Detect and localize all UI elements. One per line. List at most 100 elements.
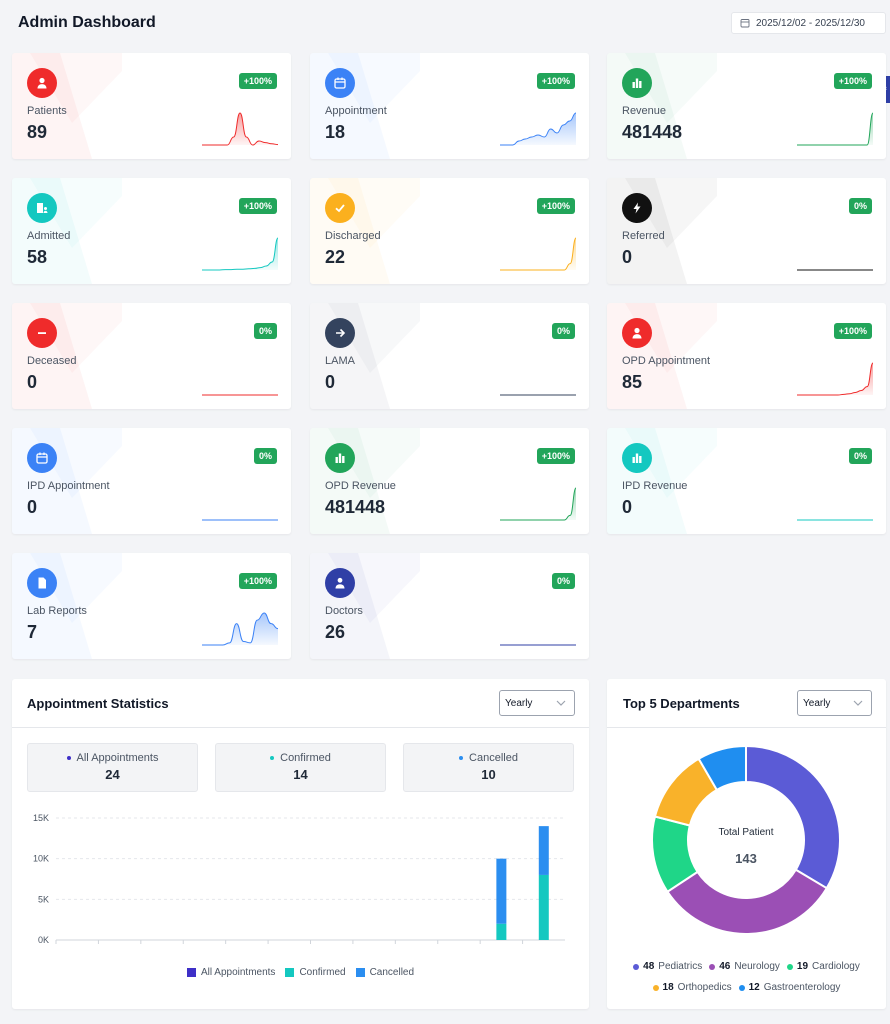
legend-count: 46 [719, 961, 731, 972]
legend-item[interactable]: All Appointments [186, 967, 275, 978]
top-bar: Admin Dashboard 2025/12/02 - 2025/12/30 [0, 0, 890, 46]
summary-confirmed: Confirmed 14 [215, 743, 386, 792]
card-label: Patients [27, 105, 67, 117]
summary-value: 14 [293, 767, 308, 782]
stat-card-appointment[interactable]: Appointment 18 +100% [310, 53, 589, 159]
departments-donut-chart [651, 745, 841, 935]
stat-card-ipd-appointment[interactable]: IPD Appointment 0 0% [12, 428, 291, 534]
legend-label: Gastroenterology [763, 982, 841, 993]
sparkline-area [202, 238, 278, 270]
appointment-filter-select[interactable]: Yearly [499, 690, 575, 716]
page-title: Admin Dashboard [18, 14, 156, 31]
legend-label: Confirmed [299, 967, 346, 978]
donut-slice-pediatrics[interactable] [745, 745, 841, 890]
top-departments-panel: Top 5 Departments Yearly Total Patient 1… [607, 679, 886, 1009]
donut-slice-neurology[interactable] [666, 868, 829, 935]
legend-count: 12 [748, 982, 760, 993]
y-tick-label: 10K [33, 854, 49, 864]
card-label: Appointment [325, 105, 387, 117]
stat-card-patients[interactable]: Patients 89 +100% [12, 53, 291, 159]
change-badge: 0% [551, 573, 575, 589]
stat-card-doctors[interactable]: Doctors 26 0% [310, 553, 589, 659]
bar-segment-confirmed[interactable] [538, 874, 549, 940]
card-value: 0 [622, 497, 633, 517]
card-value: 0 [27, 372, 38, 392]
legend-item-pediatrics[interactable]: 48 Pediatrics [633, 961, 702, 972]
legend-item[interactable]: Cancelled [355, 967, 415, 978]
stat-card-discharged[interactable]: Discharged 22 +100% [310, 178, 589, 284]
stat-card-admitted[interactable]: Admitted 58 +100% [12, 178, 291, 284]
sparkline-area [797, 113, 873, 145]
sparkline-line [797, 362, 873, 396]
summary-label: Confirmed [216, 752, 385, 764]
legend-dot [66, 756, 71, 760]
card-value: 22 [325, 247, 346, 267]
legend-dot [270, 756, 275, 760]
card-value: 0 [325, 372, 336, 392]
card-value: 0 [622, 247, 633, 267]
legend-item[interactable]: Confirmed [285, 967, 346, 978]
stat-card-opd-revenue[interactable]: OPD Revenue 481448 +100% [310, 428, 589, 534]
sparkline-line [202, 237, 278, 271]
stat-card-lama[interactable]: LAMA 0 0% [310, 303, 589, 409]
bar-chart-icon [622, 68, 652, 98]
donut-slice-gastroenterology[interactable] [697, 745, 747, 792]
stat-card-ipd-revenue[interactable]: IPD Revenue 0 0% [607, 428, 886, 534]
date-range-picker[interactable]: 2025/12/02 - 2025/12/30 [731, 12, 886, 34]
card-label: OPD Appointment [622, 355, 711, 367]
sparkline [797, 519, 873, 521]
summary-value: 24 [105, 767, 120, 782]
card-label: IPD Appointment [27, 480, 110, 492]
summary-all-appointments: All Appointments 24 [27, 743, 198, 792]
user-icon [622, 318, 652, 348]
summary-label-text: All Appointments [76, 752, 159, 764]
sparkline [202, 519, 278, 521]
donut-center-value: 143 [735, 851, 757, 866]
legend-item-neurology[interactable]: 46 Neurology [709, 961, 780, 972]
sparkline-area [202, 613, 278, 645]
stat-card-referred[interactable]: Referred 0 0% [607, 178, 886, 284]
user-icon [27, 68, 57, 98]
sparkline-line [797, 112, 873, 146]
sparkline [500, 112, 576, 146]
sparkline-line [500, 237, 576, 271]
select-value: Yearly [803, 697, 831, 709]
sparkline-area [202, 113, 278, 145]
card-label: Deceased [27, 355, 77, 367]
card-label: Discharged [325, 230, 381, 242]
appointment-statistics-panel: Appointment Statistics Yearly All Appoin… [12, 679, 589, 1009]
bar-segment-confirmed[interactable] [496, 923, 507, 940]
sparkline [500, 644, 576, 646]
calendar-icon [27, 443, 57, 473]
divider [607, 727, 886, 728]
panel-title: Appointment Statistics [27, 696, 169, 711]
card-label: IPD Revenue [622, 480, 688, 492]
card-label: Doctors [325, 605, 363, 617]
sparkline [202, 237, 278, 271]
change-badge: +100% [238, 573, 277, 589]
stat-card-opd-appointment[interactable]: OPD Appointment 85 +100% [607, 303, 886, 409]
legend-item-cardiology[interactable]: 19 Cardiology [786, 961, 860, 972]
card-value: 89 [27, 122, 48, 142]
stat-card-deceased[interactable]: Deceased 0 0% [12, 303, 291, 409]
bar-segment-cancelled[interactable] [538, 826, 549, 875]
stat-card-lab-reports[interactable]: Lab Reports 7 +100% [12, 553, 291, 659]
summary-label: All Appointments [28, 752, 197, 764]
legend-dot [786, 963, 793, 970]
bar-segment-cancelled[interactable] [496, 858, 507, 924]
chevron-down-icon [556, 700, 566, 706]
card-label: Admitted [27, 230, 71, 242]
legend-label: Cancelled [369, 967, 415, 978]
legend-item-gastroenterology[interactable]: 12 Gastroenterology [738, 982, 841, 993]
card-value: 26 [325, 622, 346, 642]
legend-item-orthopedics[interactable]: 18 Orthopedics [652, 982, 732, 993]
card-label: Revenue [622, 105, 667, 117]
legend-count: 18 [662, 982, 674, 993]
calendar-icon [325, 68, 355, 98]
card-value: 7 [27, 622, 38, 642]
stat-card-revenue[interactable]: Revenue 481448 +100% [607, 53, 886, 159]
departments-filter-select[interactable]: Yearly [797, 690, 872, 716]
card-value: 18 [325, 122, 346, 142]
arrow-right-icon [325, 318, 355, 348]
sparkline-line [500, 487, 576, 521]
